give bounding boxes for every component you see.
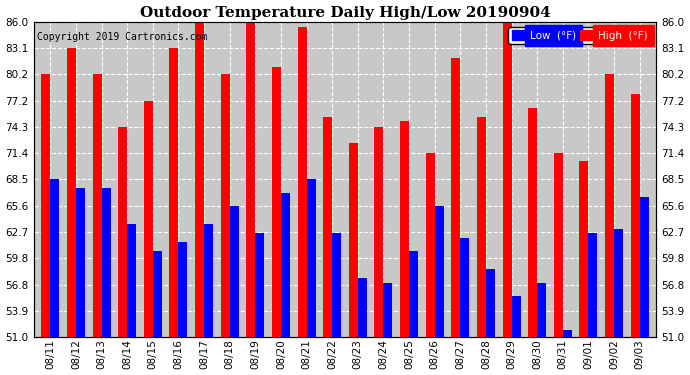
Bar	[221, 74, 230, 337]
Bar	[435, 206, 444, 337]
Bar	[272, 67, 281, 337]
Bar	[67, 48, 76, 337]
Bar	[529, 108, 538, 337]
Legend: Low  (°F), High  (°F): Low (°F), High (°F)	[509, 27, 651, 44]
Bar	[384, 283, 393, 337]
Bar	[460, 238, 469, 337]
Bar	[332, 233, 341, 337]
Bar	[349, 144, 358, 337]
Bar	[605, 74, 614, 337]
Bar	[127, 224, 136, 337]
Bar	[631, 94, 640, 337]
Bar	[144, 101, 152, 337]
Bar	[230, 206, 239, 337]
Bar	[640, 197, 649, 337]
Bar	[580, 162, 589, 337]
Bar	[375, 127, 384, 337]
Bar	[409, 251, 418, 337]
Bar	[297, 27, 306, 337]
Bar	[451, 58, 460, 337]
Bar	[563, 330, 572, 337]
Bar	[502, 22, 511, 337]
Bar	[426, 153, 435, 337]
Bar	[323, 117, 332, 337]
Bar	[50, 180, 59, 337]
Bar	[538, 283, 546, 337]
Bar	[400, 121, 409, 337]
Bar	[179, 242, 188, 337]
Bar	[511, 296, 520, 337]
Bar	[281, 193, 290, 337]
Text: Copyright 2019 Cartronics.com: Copyright 2019 Cartronics.com	[37, 32, 207, 42]
Bar	[204, 224, 213, 337]
Bar	[76, 189, 85, 337]
Bar	[195, 22, 204, 337]
Bar	[486, 269, 495, 337]
Bar	[41, 74, 50, 337]
Bar	[92, 74, 101, 337]
Bar	[246, 22, 255, 337]
Title: Outdoor Temperature Daily High/Low 20190904: Outdoor Temperature Daily High/Low 20190…	[139, 6, 551, 20]
Bar	[255, 233, 264, 337]
Bar	[306, 180, 315, 337]
Bar	[152, 251, 161, 337]
Bar	[614, 229, 623, 337]
Bar	[101, 189, 110, 337]
Bar	[170, 48, 179, 337]
Bar	[477, 117, 486, 337]
Bar	[554, 153, 563, 337]
Bar	[589, 233, 598, 337]
Bar	[118, 127, 127, 337]
Bar	[358, 278, 367, 337]
